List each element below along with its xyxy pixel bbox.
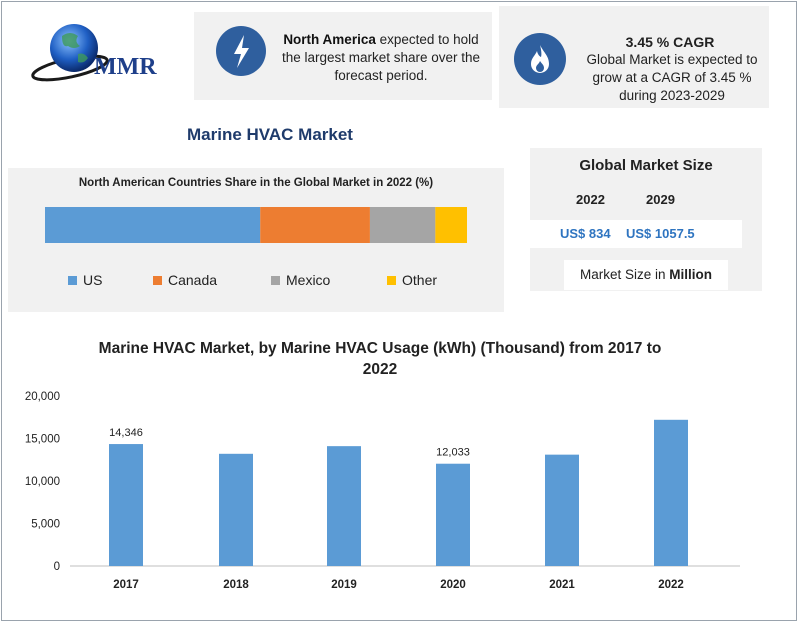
share-segment-other (435, 207, 467, 243)
y-tick-label: 10,000 (25, 476, 60, 488)
gms-title: Global Market Size (579, 157, 713, 174)
highlight-region-body: expected to hold the largest market shar… (281, 32, 481, 83)
flame-icon (514, 33, 566, 85)
bar-2021 (545, 454, 579, 566)
y-tick-label: 15,000 (25, 434, 60, 446)
highlight-cagr-title: 3.45 % CAGR (625, 34, 715, 50)
x-tick-label: 2021 (549, 579, 575, 591)
main-title: Marine HVAC Market (187, 125, 353, 144)
logo-text: MMR (94, 54, 157, 80)
gms-unit: Market Size in Million (564, 260, 728, 290)
gms-unit-prefix: Market Size in (579, 267, 670, 282)
share-segment-us (45, 207, 261, 243)
x-tick-label: 2018 (223, 579, 249, 591)
usage-chart-title: Marine HVAC Market, by Marine HVAC Usage… (98, 340, 662, 378)
highlight-cagr-text: Global Market is expected to grow at a C… (586, 52, 758, 103)
bar-2018 (219, 453, 253, 566)
gms-values-strip (530, 220, 742, 248)
x-tick-label: 2019 (331, 579, 357, 591)
legend-label: Canada (168, 272, 218, 288)
gms-year-2022: 2022 (576, 192, 605, 207)
legend-item-other: Other (387, 272, 437, 288)
bar-2017 (109, 444, 143, 566)
x-tick-label: 2020 (440, 579, 466, 591)
y-tick-label: 20,000 (25, 391, 60, 403)
global-market-size-box: Global Market Size 2022 2029 US$ 834 US$… (530, 148, 762, 291)
share-segment-mexico (369, 207, 436, 243)
share-segment-canada (260, 207, 370, 243)
lightning-bolt-icon (216, 26, 266, 76)
gms-value-2022: US$ 834 (560, 226, 611, 241)
share-chart-title: North American Countries Share in the Gl… (78, 177, 434, 189)
legend-swatch (271, 275, 280, 285)
legend-label: Other (402, 272, 438, 288)
bar-2019 (327, 446, 361, 566)
gms-value-2029: US$ 1057.5 (626, 226, 695, 241)
gms-year-2029: 2029 (646, 192, 675, 207)
legend-swatch (68, 275, 77, 285)
legend-item-us: US (68, 272, 102, 288)
highlight-region-bold: North America (283, 32, 376, 47)
data-label: 14,346 (109, 427, 143, 439)
y-tick-label: 0 (54, 561, 60, 573)
x-tick-label: 2017 (113, 579, 139, 591)
legend-swatch (153, 275, 162, 285)
highlight-region-text: North America expected to hold the large… (278, 31, 484, 85)
bar-2022 (654, 419, 688, 566)
legend-label: Mexico (286, 272, 331, 288)
mmr-logo: MMR (28, 18, 188, 86)
legend-label: US (83, 272, 103, 288)
usage-bar-chart: 0 5,000 10,000 15,000 20,000 2017 14,346 2018 20… (25, 391, 740, 591)
share-stacked-bar (45, 207, 467, 243)
data-label: 12,033 (436, 447, 470, 459)
legend-item-canada: Canada (153, 272, 217, 288)
legend-item-mexico: Mexico (271, 272, 330, 288)
gms-unit-bold: Million (669, 267, 713, 282)
bar-2020 (436, 463, 470, 566)
x-tick-label: 2022 (658, 579, 684, 591)
legend-swatch (387, 275, 396, 285)
y-tick-label: 5,000 (31, 519, 60, 531)
